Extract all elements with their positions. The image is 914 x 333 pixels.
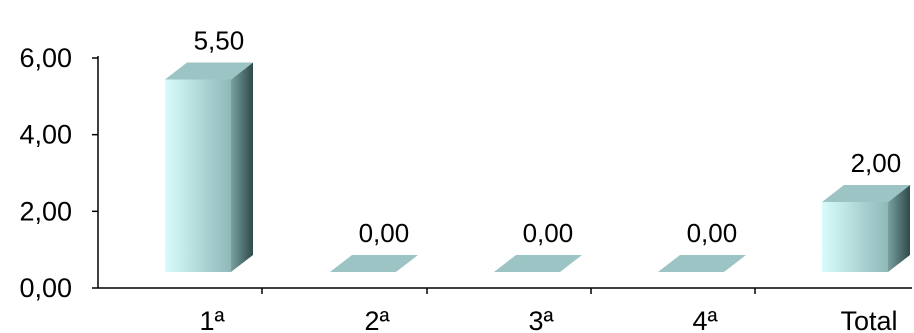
bar-side — [231, 62, 253, 272]
y-tick-label: 6,00 — [19, 43, 72, 73]
y-tick-label: 0,00 — [19, 273, 72, 303]
y-tick-label: 4,00 — [19, 120, 72, 150]
data-label: 0,00 — [523, 218, 574, 248]
x-tick-label: 1ª — [199, 306, 225, 333]
data-label: 2,00 — [851, 148, 902, 178]
bar-series — [165, 62, 910, 272]
bar-top — [494, 255, 582, 272]
bar-top — [822, 185, 910, 202]
data-label: 0,00 — [687, 218, 738, 248]
bar-side — [888, 185, 910, 272]
bar — [494, 255, 582, 272]
bar — [658, 255, 746, 272]
bar — [822, 185, 910, 272]
x-axis-tick-labels: 1ª 2ª 3ª 4ª Total — [199, 306, 897, 333]
bar-front — [165, 79, 231, 272]
bar-front — [822, 202, 888, 272]
x-tick-label: 4ª — [692, 306, 718, 333]
bar-top — [165, 62, 253, 80]
bar — [165, 62, 253, 272]
data-label: 5,50 — [194, 26, 245, 56]
bar-top — [330, 255, 418, 272]
data-label: 0,00 — [359, 218, 410, 248]
x-tick-label: 3ª — [528, 306, 554, 333]
bar — [330, 255, 418, 272]
data-labels: 5,50 0,00 0,00 0,00 2,00 — [194, 26, 902, 249]
plot-area — [92, 56, 912, 294]
y-axis-tick-labels: 0,00 2,00 4,00 6,00 — [19, 43, 72, 303]
bar-top — [658, 255, 746, 272]
x-tick-label: Total — [840, 306, 897, 333]
y-tick-label: 2,00 — [19, 196, 72, 226]
x-tick-label: 2ª — [364, 306, 390, 333]
